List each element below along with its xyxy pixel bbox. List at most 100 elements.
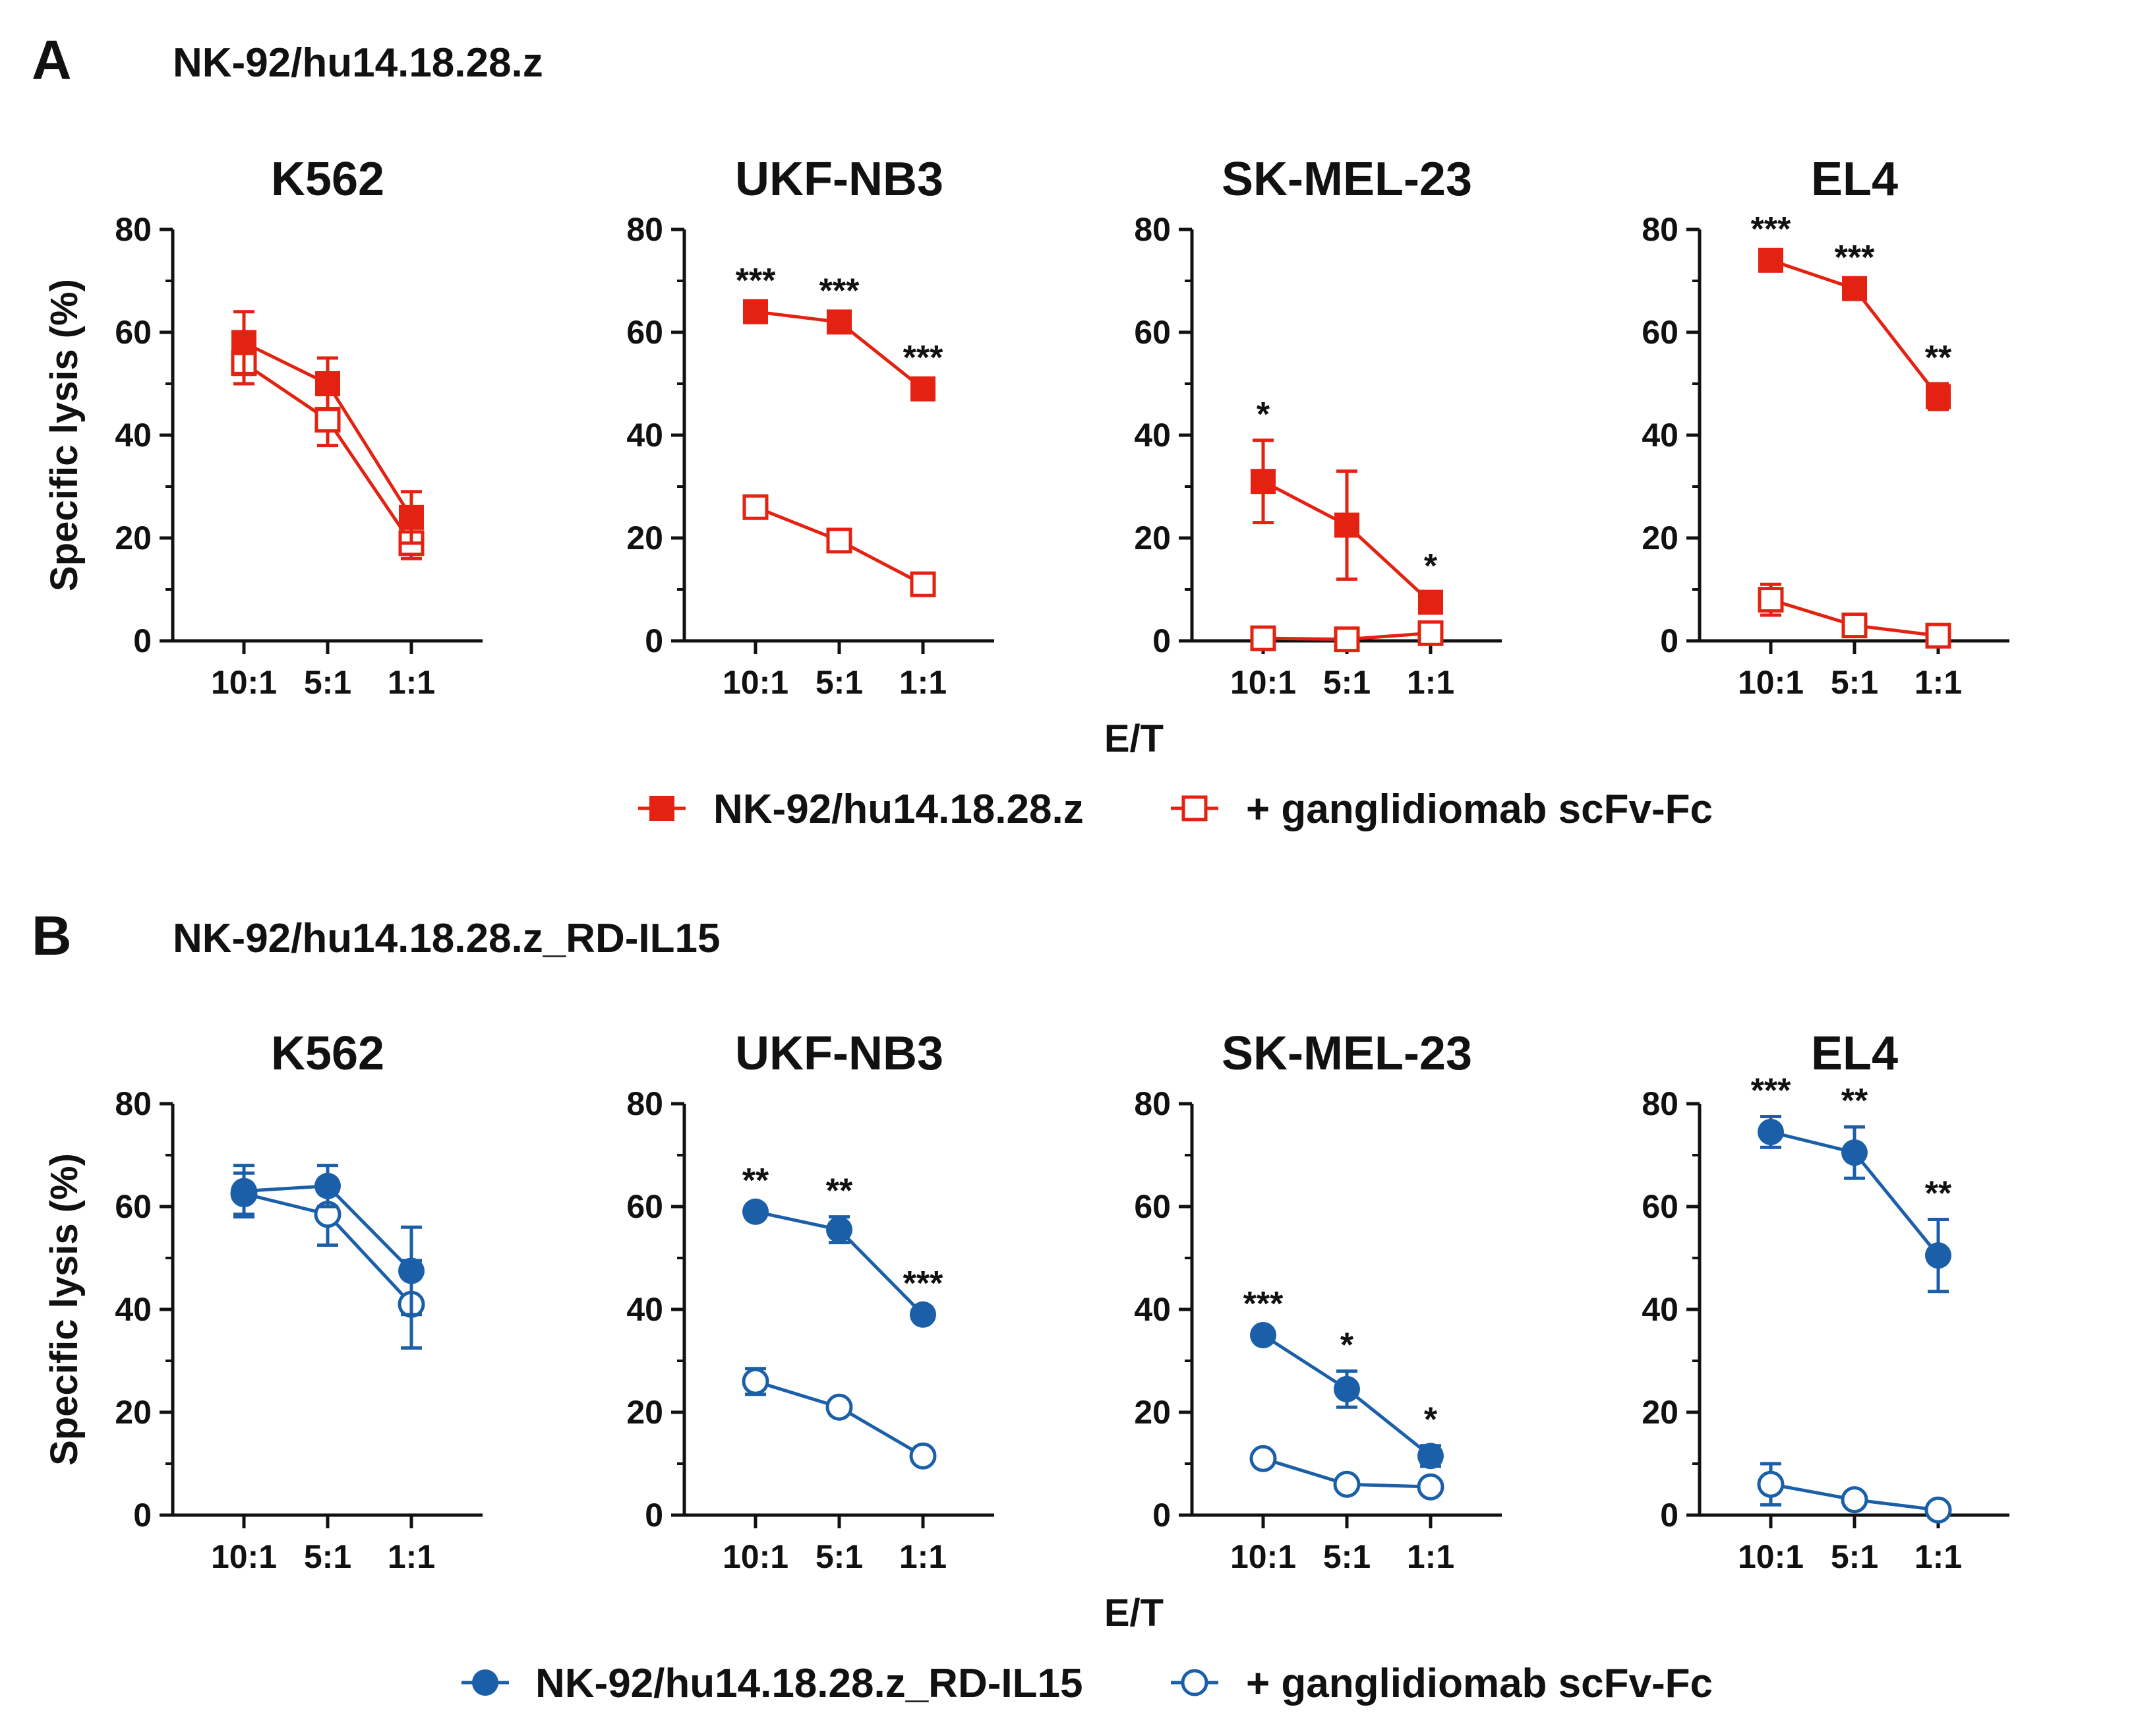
point-open-5-1 [314, 407, 341, 433]
y-tick-label: 80 [1134, 211, 1171, 248]
point-open-10-1 [1250, 625, 1276, 651]
x-tick-label: 1:1 [1407, 1538, 1454, 1575]
plot-title: SK-MEL-23 [1222, 153, 1472, 206]
point-open-10-1 [1758, 587, 1784, 613]
y-tick-label: 60 [115, 314, 152, 351]
y-tick-label: 20 [1642, 520, 1678, 556]
y-tick-label: 60 [626, 314, 663, 351]
point-filled-5-1 [1334, 512, 1359, 538]
significance-label: *** [1835, 239, 1875, 277]
y-tick-label: 0 [133, 622, 152, 659]
point-filled-10-1 [1758, 247, 1783, 273]
panel-b-letter: B [32, 905, 72, 967]
point-filled-1-1 [910, 1301, 936, 1328]
legend-b-filled-label: NK-92/hu14.18.28.z_RD-IL15 [535, 1661, 1083, 1706]
x-tick-label: 10:1 [1738, 1538, 1804, 1575]
chart-a-k562: K562 0 20 40 60 80 10:1 5:1 1:1 Specific lysis (%… [43, 153, 483, 701]
y-tick-label: 80 [1642, 211, 1678, 248]
significance-label: * [1340, 1327, 1354, 1365]
significance-label: *** [1751, 1072, 1791, 1110]
point-filled-5-1 [826, 1216, 852, 1243]
y-tick-label: 60 [1134, 314, 1171, 351]
x-tick-label: 5:1 [816, 1538, 863, 1575]
y-tick-label: 0 [1152, 1497, 1171, 1534]
point-filled-5-1 [1841, 1139, 1868, 1166]
x-tick-label: 5:1 [1323, 664, 1371, 701]
x-tick-label: 5:1 [304, 1538, 351, 1575]
point-open-10-1 [742, 494, 769, 520]
y-tick-label: 80 [1134, 1085, 1171, 1122]
y-tick-label: 80 [115, 211, 152, 248]
x-tick-label: 10:1 [1230, 664, 1296, 701]
y-tick-label: 20 [1642, 1394, 1678, 1431]
significance-label: ** [826, 1172, 853, 1211]
significance-label: ** [1925, 1175, 1952, 1213]
point-open-5-1 [1841, 1486, 1868, 1514]
significance-label: *** [736, 262, 776, 300]
significance-label: ** [742, 1162, 769, 1200]
point-filled-10-1 [742, 1198, 769, 1225]
significance-label: *** [1243, 1285, 1284, 1323]
panel-a-title: NK-92/hu14.18.28.z [173, 40, 543, 86]
point-open-1-1 [1417, 620, 1444, 646]
y-tick-label: 20 [115, 1394, 152, 1431]
y-tick-label: 60 [115, 1188, 152, 1225]
point-filled-1-1 [910, 376, 935, 402]
significance-label: *** [1751, 210, 1791, 249]
panel-a-legend: NK-92/hu14.18.28.z + ganglidiomab scFv-F… [638, 787, 1713, 832]
y-tick-label: 20 [626, 520, 663, 556]
y-tick-label: 0 [1660, 1497, 1678, 1534]
point-open-1-1 [1925, 622, 1951, 649]
significance-label: *** [903, 1265, 943, 1303]
significance-label: *** [903, 339, 943, 377]
point-filled-1-1 [1925, 1242, 1951, 1269]
y-tick-label: 80 [626, 1085, 663, 1122]
y-tick-label: 20 [626, 1394, 663, 1431]
point-open-1-1 [910, 571, 936, 597]
x-tick-label: 10:1 [211, 664, 277, 701]
y-tick-label: 0 [1660, 622, 1678, 659]
point-open-5-1 [826, 527, 852, 554]
point-filled-10-1 [231, 330, 256, 355]
point-filled-1-1 [1926, 384, 1951, 409]
y-tick-label: 0 [645, 622, 663, 659]
point-open-10-1 [1757, 1470, 1785, 1498]
y-tick-label: 40 [1134, 417, 1171, 454]
x-tick-label: 10:1 [211, 1538, 277, 1575]
point-filled-1-1 [1418, 589, 1443, 615]
legend-a-filled-label: NK-92/hu14.18.28.z [713, 787, 1084, 832]
x-tick-label: 5:1 [304, 664, 351, 701]
y-tick-label: 0 [133, 1497, 152, 1534]
plot-title: EL4 [1811, 1027, 1898, 1080]
panel-b-title: NK-92/hu14.18.28.z_RD-IL15 [173, 916, 720, 961]
x-tick-label: 5:1 [816, 664, 863, 701]
significance-label: *** [819, 272, 860, 311]
point-filled-1-1 [399, 504, 424, 530]
point-filled-5-1 [1842, 276, 1867, 301]
significance-label: ** [1925, 339, 1952, 377]
chart-a-ukf-nb3: UKF-NB3 0 20 40 60 80 10:1 5:1 1:1 *** *** *** [626, 153, 994, 701]
y-tick-label: 40 [1642, 417, 1678, 454]
x-tick-label: 1:1 [1407, 664, 1454, 701]
x-tick-label: 1:1 [388, 664, 435, 701]
significance-label: * [1257, 396, 1270, 434]
point-filled-10-1 [1250, 1322, 1276, 1348]
legend-b-filled-circle-icon [472, 1669, 498, 1696]
plot-title: K562 [271, 153, 384, 206]
y-tick-label: 80 [626, 211, 663, 248]
x-tick-label: 5:1 [1323, 1538, 1371, 1575]
y-tick-label: 80 [1642, 1085, 1678, 1122]
panel-b-xlabel: E/T [1104, 1592, 1164, 1634]
y-tick-label: 0 [1152, 622, 1171, 659]
plot-title: K562 [271, 1027, 384, 1080]
y-tick-label: 60 [1642, 1188, 1678, 1225]
chart-b-k562: K562 0 20 40 60 80 10:1 5:1 1:1 Specific lysis (%… [43, 1027, 483, 1575]
y-tick-label: 40 [1642, 1291, 1678, 1328]
point-open-1-1 [909, 1442, 937, 1470]
y-tick-label: 60 [626, 1188, 663, 1225]
point-open-5-1 [825, 1393, 853, 1421]
point-filled-5-1 [314, 1172, 341, 1199]
y-tick-label: 40 [1134, 1291, 1171, 1328]
